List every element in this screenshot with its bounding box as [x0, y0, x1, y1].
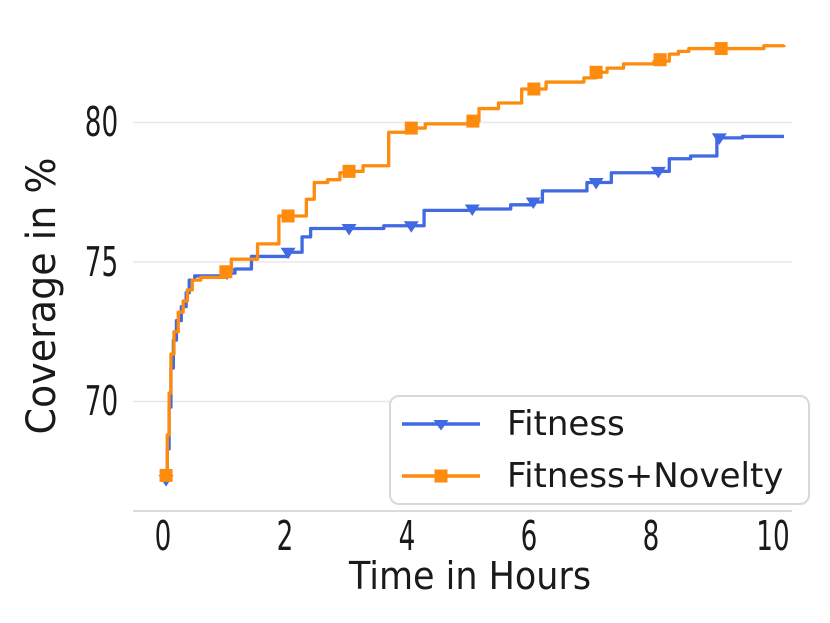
y-axis-label: Coverage in % [19, 157, 65, 435]
x-axis-label: Time in Hours [348, 554, 592, 598]
x-tick-label-0: 0 [154, 512, 172, 560]
fitness-line-sample-icon [402, 420, 480, 431]
y-tick-label-75: 75 [84, 238, 118, 286]
legend-item-fitness: Fitness [402, 402, 808, 447]
legend-label-fitness: Fitness [507, 404, 625, 444]
legend: Fitness Fitness+Novelty [389, 395, 810, 505]
x-tick-label-6: 6 [520, 512, 538, 560]
fitness-novelty-line-sample-icon [402, 469, 480, 483]
y-tick-label-70: 70 [84, 377, 118, 425]
y-tick-label-80: 80 [84, 98, 118, 146]
x-tick-label-4: 4 [398, 512, 416, 560]
x-tick-label-8: 8 [642, 512, 660, 560]
x-tick-label-10: 10 [756, 512, 790, 560]
x-tick-label-2: 2 [276, 512, 294, 560]
legend-label-fitness-novelty: Fitness+Novelty [507, 456, 784, 496]
legend-item-fitness-novelty: Fitness+Novelty [402, 454, 808, 499]
